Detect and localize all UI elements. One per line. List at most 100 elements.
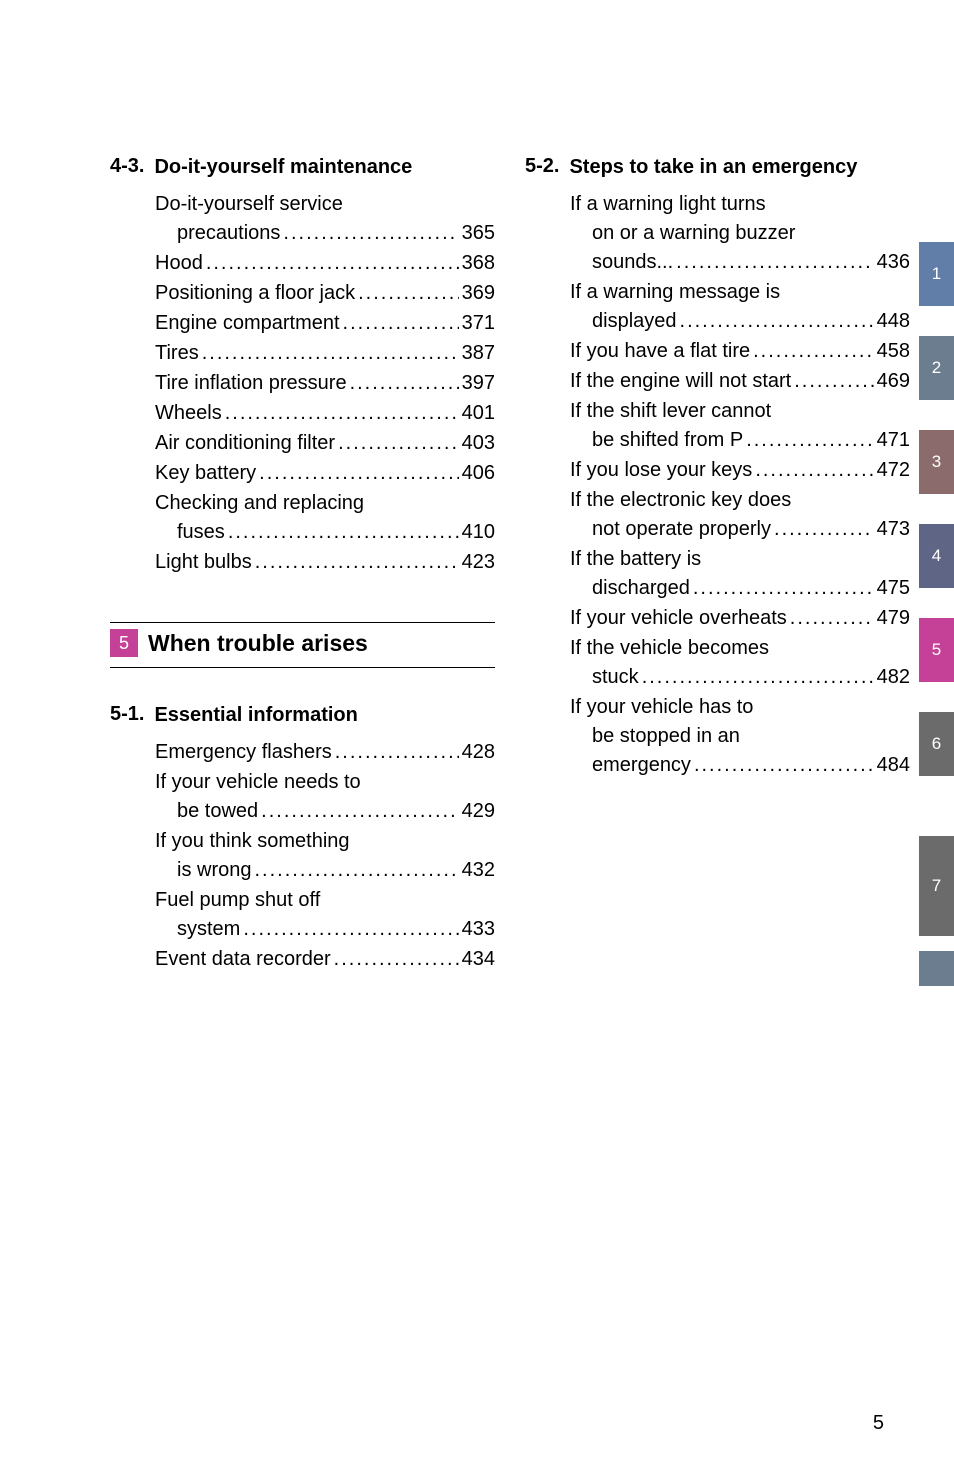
- toc-item-label: Air conditioning filter: [155, 429, 335, 458]
- section-header: 4-3.Do-it-yourself maintenance: [110, 155, 495, 180]
- toc-item[interactable]: If you lose your keys...................…: [570, 456, 910, 485]
- toc-dots: ........................................…: [202, 339, 459, 368]
- side-tab-4[interactable]: 4: [919, 524, 954, 588]
- toc-item[interactable]: If you think somethingis wrong..........…: [155, 827, 495, 885]
- toc-item[interactable]: If the engine will not start............…: [570, 367, 910, 396]
- toc-item-label: Tire inflation pressure: [155, 369, 347, 398]
- toc-page-number: 428: [462, 738, 495, 767]
- toc-item[interactable]: If a warning message isdisplayed........…: [570, 278, 910, 336]
- toc-page-number: 432: [462, 856, 495, 885]
- toc-item-label: discharged: [592, 574, 690, 603]
- right-column: 5-2. Steps to take in an emergency If a wa…: [525, 155, 910, 975]
- toc-item[interactable]: If your vehicle needs tobe towed........…: [155, 768, 495, 826]
- toc-dots: ........................................…: [694, 751, 874, 780]
- toc-item-label: If the engine will not start: [570, 367, 791, 396]
- divider: [110, 667, 495, 668]
- toc-item-label: Light bulbs: [155, 548, 252, 577]
- toc-item-label: If the shift lever cannot: [570, 397, 910, 426]
- toc-dots: ........................................…: [259, 459, 458, 488]
- toc-page-number: 471: [877, 426, 910, 455]
- toc-item[interactable]: Tire inflation pressure.................…: [155, 369, 495, 398]
- toc-item[interactable]: Tires...................................…: [155, 339, 495, 368]
- section-header: 5-1.Essential information: [110, 703, 495, 728]
- toc-item-label: system: [177, 915, 240, 944]
- toc-item[interactable]: Engine compartment......................…: [155, 309, 495, 338]
- toc-item[interactable]: Event data recorder.....................…: [155, 945, 495, 974]
- side-tab-2[interactable]: 2: [919, 336, 954, 400]
- toc-dots: ........................................…: [680, 307, 874, 336]
- toc-item-label: stuck: [592, 663, 639, 692]
- section-number: 5-1.: [110, 703, 144, 726]
- toc-item[interactable]: Wheels..................................…: [155, 399, 495, 428]
- side-tabs: 1 2 3 4 5 6 7: [919, 242, 954, 1016]
- chapter-block: 5 When trouble arises: [110, 622, 495, 668]
- toc-item-label: be shifted from P: [592, 426, 743, 455]
- toc-item-label: Wheels: [155, 399, 222, 428]
- side-tab-7[interactable]: 7: [919, 836, 954, 936]
- toc-page-number: 475: [877, 574, 910, 603]
- toc-item[interactable]: Positioning a floor jack................…: [155, 279, 495, 308]
- toc-item-label: Emergency flashers: [155, 738, 332, 767]
- side-tab-1[interactable]: 1: [919, 242, 954, 306]
- toc-dots: ........................................…: [753, 337, 874, 366]
- toc-item-label: Event data recorder: [155, 945, 331, 974]
- toc-item[interactable]: Checking and replacingfuses.............…: [155, 489, 495, 547]
- toc-item[interactable]: If you have a flat tire.................…: [570, 337, 910, 366]
- side-tab-5[interactable]: 5: [919, 618, 954, 682]
- side-tab-8[interactable]: [919, 951, 954, 986]
- toc-page-number: 434: [462, 945, 495, 974]
- toc-dots: ........................................…: [676, 248, 873, 277]
- toc-page-number: 479: [877, 604, 910, 633]
- toc-page-number: 482: [877, 663, 910, 692]
- toc-item[interactable]: Fuel pump shut offsystem................…: [155, 886, 495, 944]
- toc-item-label: be towed: [177, 797, 258, 826]
- toc-item[interactable]: Emergency flashers......................…: [155, 738, 495, 767]
- toc-item[interactable]: If a warning light turnson or a warning …: [570, 190, 910, 277]
- toc-page-number: 458: [877, 337, 910, 366]
- toc-item-label: be stopped in an: [570, 722, 910, 751]
- toc-item[interactable]: If the battery isdischarged.............…: [570, 545, 910, 603]
- section-number: 5-2.: [525, 155, 559, 178]
- toc-dots: ........................................…: [358, 279, 459, 308]
- toc-item-label: Positioning a floor jack: [155, 279, 355, 308]
- toc-item[interactable]: Hood....................................…: [155, 249, 495, 278]
- section-header: 5-2. Steps to take in an emergency: [525, 155, 910, 180]
- toc-page-number: 473: [877, 515, 910, 544]
- toc-list: Emergency flashers......................…: [110, 738, 495, 974]
- toc-item-label: If a warning light turns: [570, 190, 910, 219]
- toc-item[interactable]: If your vehicle has tobe stopped in anem…: [570, 693, 910, 780]
- toc-page-number: 429: [462, 797, 495, 826]
- toc-item-label: Key battery: [155, 459, 256, 488]
- chapter-badge: 5: [110, 629, 138, 657]
- toc-item-label: Engine compartment: [155, 309, 340, 338]
- toc-page-number: 406: [462, 459, 495, 488]
- toc-item[interactable]: If the vehicle becomesstuck.............…: [570, 634, 910, 692]
- toc-item[interactable]: Air conditioning filter.................…: [155, 429, 495, 458]
- toc-page-number: 369: [462, 279, 495, 308]
- toc-item-label: fuses: [177, 518, 225, 547]
- toc-page-number: 368: [462, 249, 495, 278]
- toc-dots: ........................................…: [243, 915, 458, 944]
- toc-dots: ........................................…: [794, 367, 873, 396]
- toc-item-label: on or a warning buzzer: [570, 219, 910, 248]
- chapter-title: When trouble arises: [148, 630, 368, 657]
- toc-item[interactable]: Key battery.............................…: [155, 459, 495, 488]
- toc-item[interactable]: If your vehicle overheats...............…: [570, 604, 910, 633]
- side-tab-6[interactable]: 6: [919, 712, 954, 776]
- toc-page-number: 397: [462, 369, 495, 398]
- toc-item-label: If your vehicle needs to: [155, 768, 495, 797]
- toc-item-label: is wrong: [177, 856, 251, 885]
- toc-item[interactable]: If the electronic key doesnot operate pr…: [570, 486, 910, 544]
- toc-item-label: sounds...: [592, 248, 673, 277]
- toc-item[interactable]: If the shift lever cannotbe shifted from…: [570, 397, 910, 455]
- toc-item[interactable]: Do-it-yourself serviceprecautions.......…: [155, 190, 495, 248]
- toc-page-number: 371: [462, 309, 495, 338]
- toc-item-label: If the vehicle becomes: [570, 634, 910, 663]
- toc-item[interactable]: Light bulbs.............................…: [155, 548, 495, 577]
- toc-list: If a warning light turnson or a warning …: [525, 190, 910, 780]
- side-tab-3[interactable]: 3: [919, 430, 954, 494]
- toc-item-label: If you have a flat tire: [570, 337, 750, 366]
- toc-item-label: not operate properly: [592, 515, 771, 544]
- section-title: Steps to take in an emergency: [569, 155, 857, 180]
- toc-item-label: Hood: [155, 249, 203, 278]
